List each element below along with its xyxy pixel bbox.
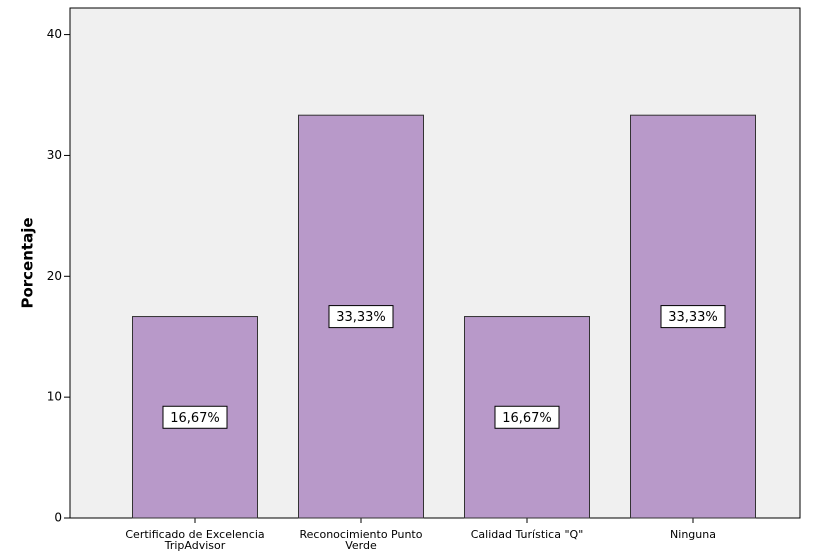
x-tick-label: Reconocimiento Punto Verde (299, 528, 423, 552)
value-label-box (328, 305, 394, 329)
value-label: 33,33% (668, 310, 718, 325)
y-tick-label: 20 (47, 269, 62, 283)
x-tick-label: Certificado de Excelencia TripAdvisor (125, 528, 265, 552)
y-tick-label: 10 (47, 390, 62, 404)
y-tick-label: 0 (54, 511, 62, 525)
value-label: 16,67% (502, 411, 552, 426)
x-tick-label: Ninguna (670, 528, 716, 541)
y-tick-label: 30 (47, 148, 62, 162)
y-axis-label: Porcentaje (19, 217, 37, 308)
value-label-box (660, 305, 726, 329)
value-label: 33,33% (336, 310, 386, 325)
value-label-box (162, 405, 228, 429)
x-tick-label: Calidad Turística "Q" (470, 528, 584, 541)
y-tick-label: 40 (47, 27, 62, 41)
value-label-box (494, 405, 560, 429)
value-label: 16,67% (170, 411, 220, 426)
